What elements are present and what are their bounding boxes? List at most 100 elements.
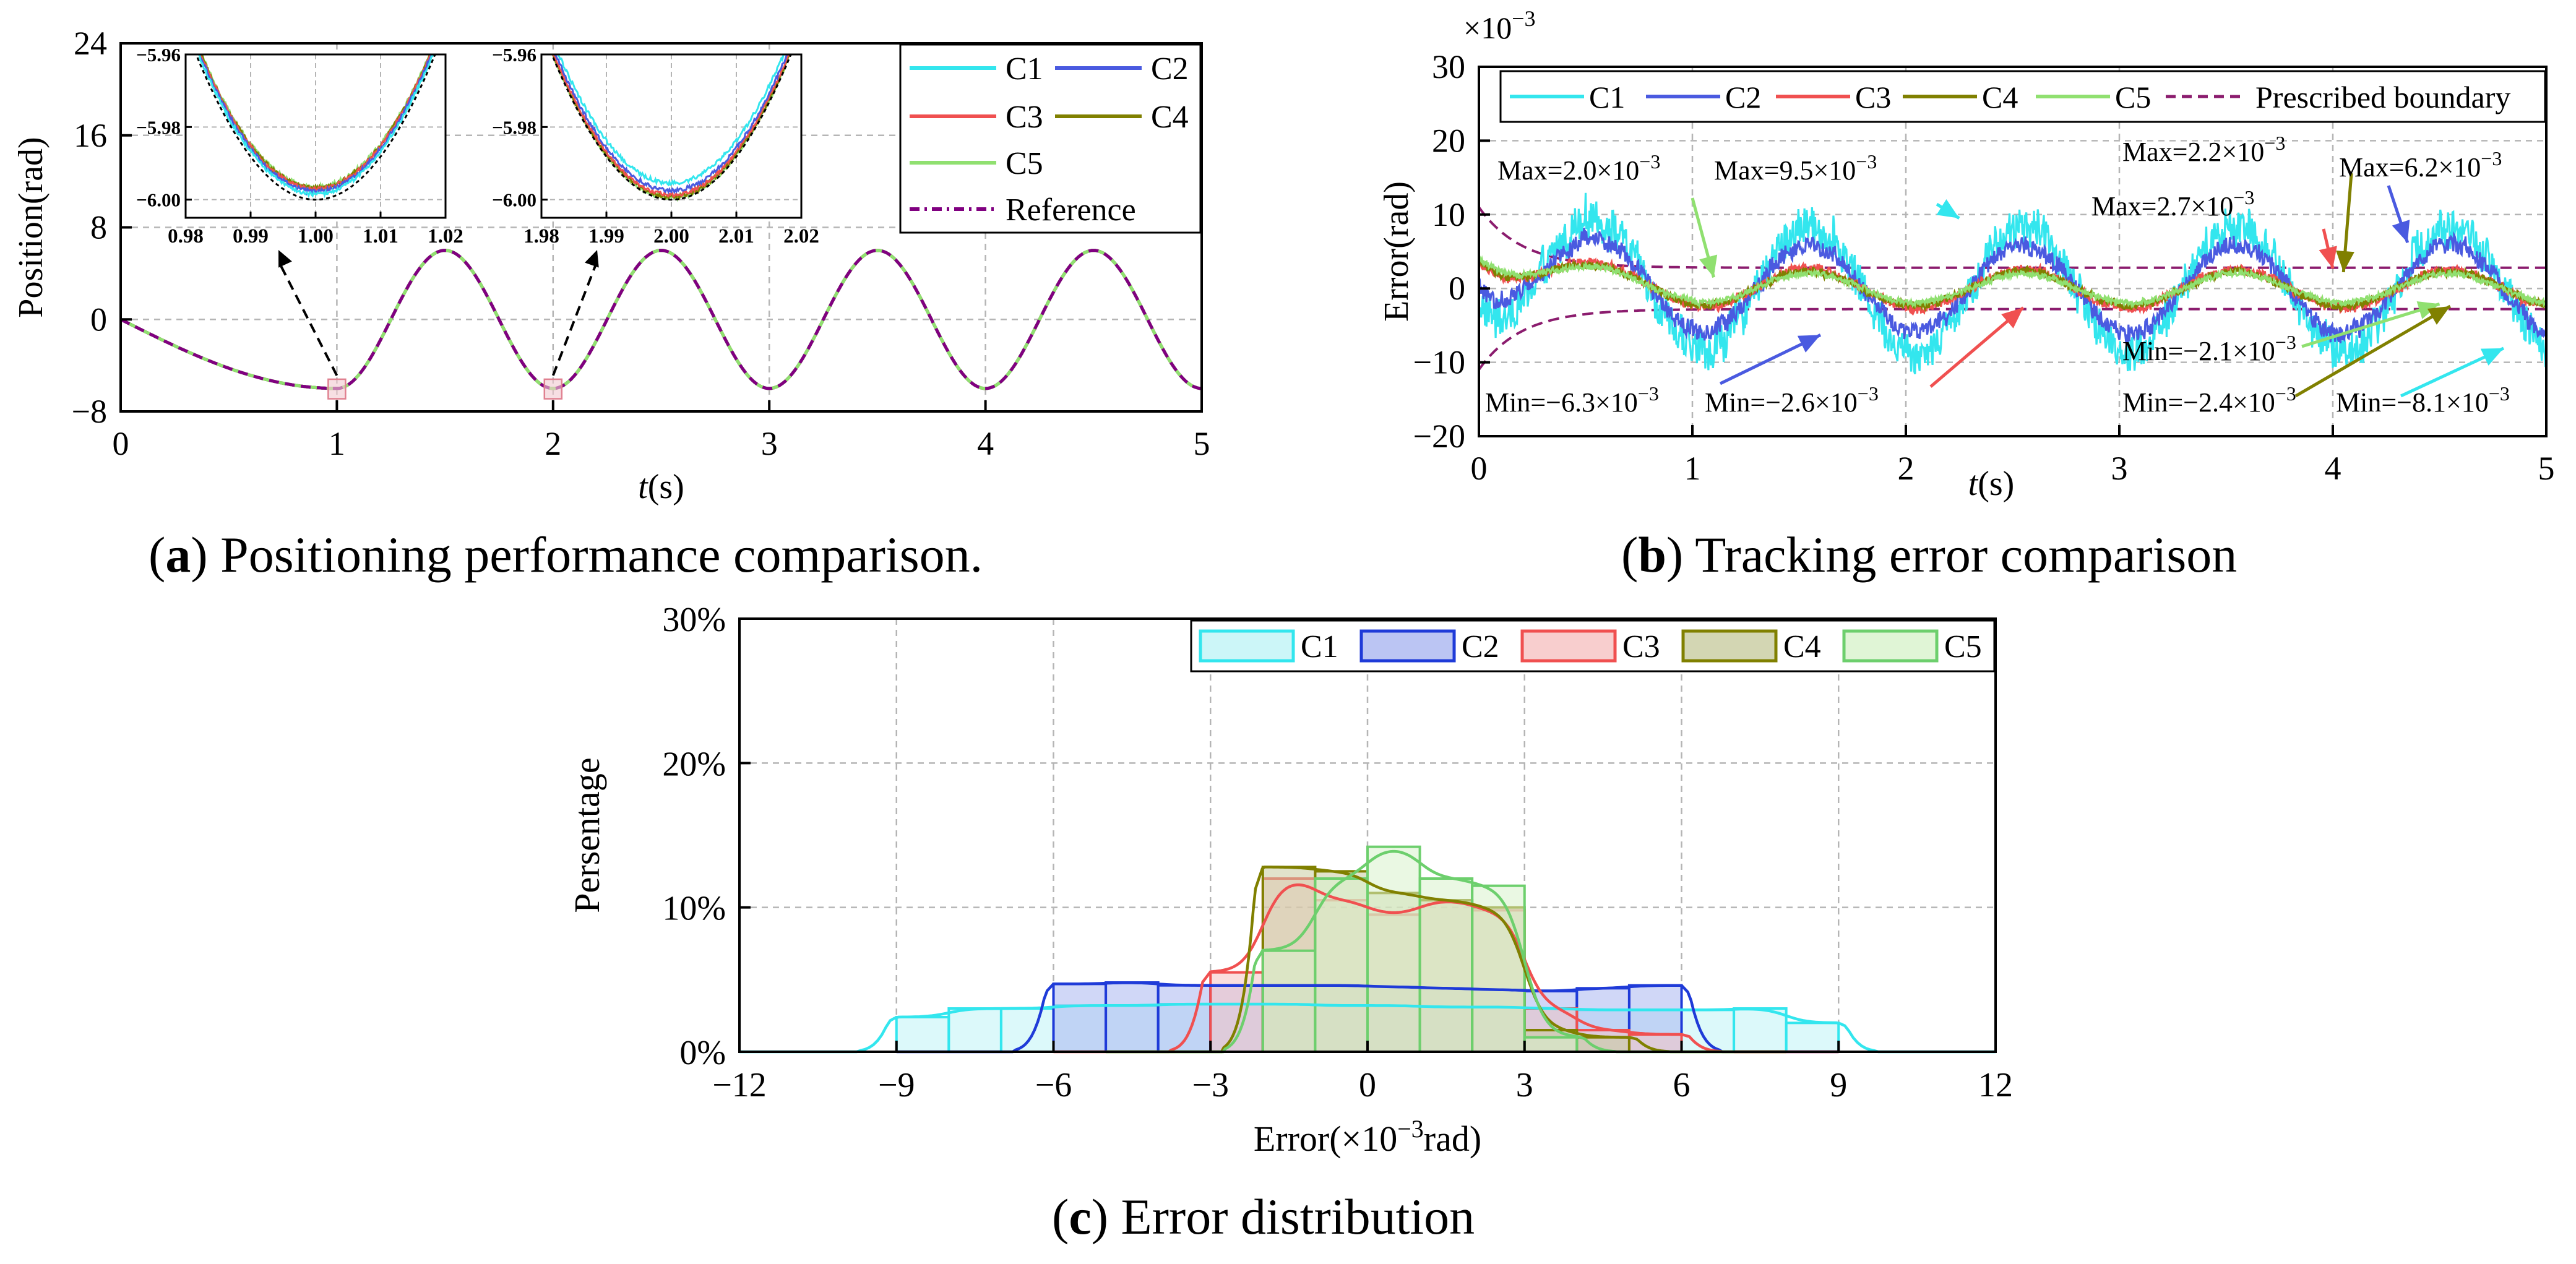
c-bar-C5-1 bbox=[1314, 877, 1369, 1053]
b-annotation-2: Max=9.5×10−3 bbox=[1714, 150, 1960, 220]
c-density-C2 bbox=[896, 981, 1839, 1054]
a-ytick-label-4: 24 bbox=[74, 25, 107, 62]
a-ylabel: Position(rad) bbox=[12, 137, 50, 317]
c-ytick-label-3: 30% bbox=[662, 601, 726, 639]
b-annotation-9: Min=−2.4×10−3 bbox=[2122, 304, 2452, 418]
c-xtick-label-2: −6 bbox=[1035, 1066, 1072, 1104]
c-legend-swatch-C1 bbox=[1199, 629, 1295, 663]
a-inset-2-xtick-label-1: 1.99 bbox=[588, 225, 624, 247]
a-inset-2-xtick-label-4: 2.02 bbox=[783, 225, 819, 247]
b-ytick-label-3: 10 bbox=[1432, 196, 1465, 233]
a-inset-1-line-C1 bbox=[186, 53, 446, 199]
c-bar-C5-3 bbox=[1418, 877, 1474, 1053]
c-xtick-label-4: 0 bbox=[1359, 1066, 1376, 1104]
b-annotation-9-arrow-head bbox=[2427, 306, 2450, 325]
b-annotation-3: Max=2.2×10−3 bbox=[2122, 132, 2354, 273]
b-legend-label-C3: C3 bbox=[1855, 80, 1891, 114]
b-ytick-label-1: −10 bbox=[1413, 344, 1465, 381]
b-ytick-label-0: −20 bbox=[1413, 418, 1465, 455]
b-xtick-label-0: 0 bbox=[1471, 450, 1488, 487]
a-inset-1-xtick-label-2: 1.00 bbox=[298, 225, 334, 247]
a-zoom-box-1 bbox=[327, 378, 347, 400]
b-annotation-9-label: Min=−2.4×10−3 bbox=[2122, 382, 2296, 418]
c-legend-swatch-C5 bbox=[1842, 629, 1939, 663]
a-inset-2-line-C1 bbox=[541, 53, 801, 187]
a-inset-2-xtick-label-2: 2.00 bbox=[653, 225, 689, 247]
caption-b: (b) Tracking error comparison bbox=[1621, 527, 2238, 583]
c-bar-C5-5 bbox=[1523, 1036, 1579, 1053]
a-inset-1: 0.98 0.99 1.00 1.01 1.02 −5.96 −5.98 −6.00 bbox=[136, 44, 463, 247]
b-annotation-1-arrow-head bbox=[1699, 254, 1718, 278]
b-scale-note: ×10−3 bbox=[1463, 6, 1536, 45]
b-legend-label-C4: C4 bbox=[1982, 80, 2018, 114]
a-legend-label-C2: C2 bbox=[1151, 51, 1189, 87]
b-annotation-8-arrow-head bbox=[2416, 301, 2440, 319]
a-ytick-label-3: 16 bbox=[74, 117, 107, 154]
a-xtick-label-0: 0 bbox=[113, 425, 129, 462]
a-inset-1-arrow-head bbox=[278, 250, 292, 268]
c-legend-swatch-C4 bbox=[1681, 629, 1778, 663]
c-bar-C2-0 bbox=[1052, 982, 1108, 1054]
a-zoom-box-2 bbox=[543, 378, 563, 400]
caption-a: (a) Positioning performance comparison. bbox=[149, 527, 983, 583]
a-xtick-label-1: 1 bbox=[329, 425, 345, 462]
b-annotation-8-label: Min=−2.1×10−3 bbox=[2122, 331, 2296, 366]
panel-c-error-distribution-chart: −12 −9 −6 −3 0 3 6 9 12 0% 10% 20% 30% Persentage Erro… bbox=[567, 601, 2013, 1159]
a-inset-1-xtick-label-1: 0.99 bbox=[233, 225, 269, 247]
c-xtick-label-7: 9 bbox=[1830, 1066, 1847, 1104]
c-ytick-label-1: 10% bbox=[662, 890, 726, 928]
a-xlabel: t(s) bbox=[638, 468, 684, 506]
c-bar-C1-17 bbox=[1785, 1021, 1840, 1054]
a-inset-1-ytick-label-2: −6.00 bbox=[136, 189, 181, 211]
b-legend-label-boundary: Prescribed boundary bbox=[2255, 80, 2510, 114]
c-legend-label-C1: C1 bbox=[1301, 629, 1338, 664]
c-ytick-label-2: 20% bbox=[662, 745, 726, 783]
b-legend-label-C1: C1 bbox=[1589, 80, 1625, 114]
a-legend: C1 C2 C3 C4 C5 Reference bbox=[899, 43, 1202, 234]
b-annotation-1: Max=2.0×10−3 bbox=[1497, 150, 1718, 278]
b-ytick-label-2: 0 bbox=[1449, 270, 1465, 307]
a-ytick-label-2: 8 bbox=[90, 209, 107, 246]
a-inset-1-xtick-label-3: 1.01 bbox=[363, 225, 398, 247]
b-legend: C1 C2 C3 C4 C5 Prescribed boundary bbox=[1499, 70, 2546, 123]
c-density-C1 bbox=[739, 1002, 1996, 1054]
b-annotation-8-arrow-line bbox=[2301, 302, 2440, 348]
b-annotation-10-label: Min=−8.1×10−3 bbox=[2336, 382, 2510, 418]
b-annotation-10: Min=−8.1×10−3 bbox=[2336, 346, 2510, 418]
b-annotation-9-arrow-line bbox=[2294, 304, 2452, 398]
a-legend-label-C1: C1 bbox=[1006, 51, 1043, 87]
a-inset-2: 1.98 1.99 2.00 2.01 2.02 −5.96 −5.98 −6.00 bbox=[492, 44, 819, 247]
a-ytick-label-0: −8 bbox=[72, 393, 107, 430]
a-inset-1-ytick-label-0: −5.96 bbox=[136, 44, 181, 66]
b-line-C5 bbox=[1478, 254, 2547, 310]
a-legend-label-reference: Reference bbox=[1006, 192, 1136, 228]
b-annotation-3-arrow-head bbox=[2335, 250, 2354, 272]
c-xtick-label-6: 6 bbox=[1673, 1066, 1691, 1104]
b-xtick-label-2: 2 bbox=[1898, 450, 1915, 487]
c-bar-C1-15 bbox=[1680, 1008, 1736, 1054]
c-xtick-label-5: 3 bbox=[1516, 1066, 1533, 1104]
c-xtick-label-8: 12 bbox=[1978, 1066, 2013, 1104]
a-xtick-label-4: 4 bbox=[977, 425, 994, 462]
c-ytick-label-0: 0% bbox=[679, 1034, 726, 1072]
a-line-reference bbox=[119, 249, 1202, 390]
b-annotation-7-arrow-head bbox=[2001, 307, 2023, 329]
c-legend-swatch-C2 bbox=[1359, 629, 1456, 663]
b-ytick-label-5: 30 bbox=[1432, 48, 1465, 85]
b-xtick-label-5: 5 bbox=[2538, 450, 2555, 487]
a-inset-2-xtick-label-0: 1.98 bbox=[523, 225, 559, 247]
b-xtick-label-3: 3 bbox=[2111, 450, 2128, 487]
c-bar-C2-1 bbox=[1105, 981, 1160, 1053]
c-legend-label-C3: C3 bbox=[1622, 629, 1660, 664]
c-legend-swatch-C3 bbox=[1520, 629, 1617, 663]
c-bar-C1-16 bbox=[1733, 1007, 1788, 1053]
b-boundary-upper bbox=[1478, 206, 2546, 269]
b-annotation-5: Max=2.7×10−3 bbox=[2091, 186, 2337, 269]
b-annotation-6-label: Min=−6.3×10−3 bbox=[1485, 382, 1659, 418]
b-xlabel: t(s) bbox=[1968, 465, 2015, 503]
b-axis-frame bbox=[1478, 66, 2548, 437]
a-inset-2-line-reference bbox=[541, 53, 801, 201]
b-annotation-6-arrow-head bbox=[1797, 335, 1820, 353]
